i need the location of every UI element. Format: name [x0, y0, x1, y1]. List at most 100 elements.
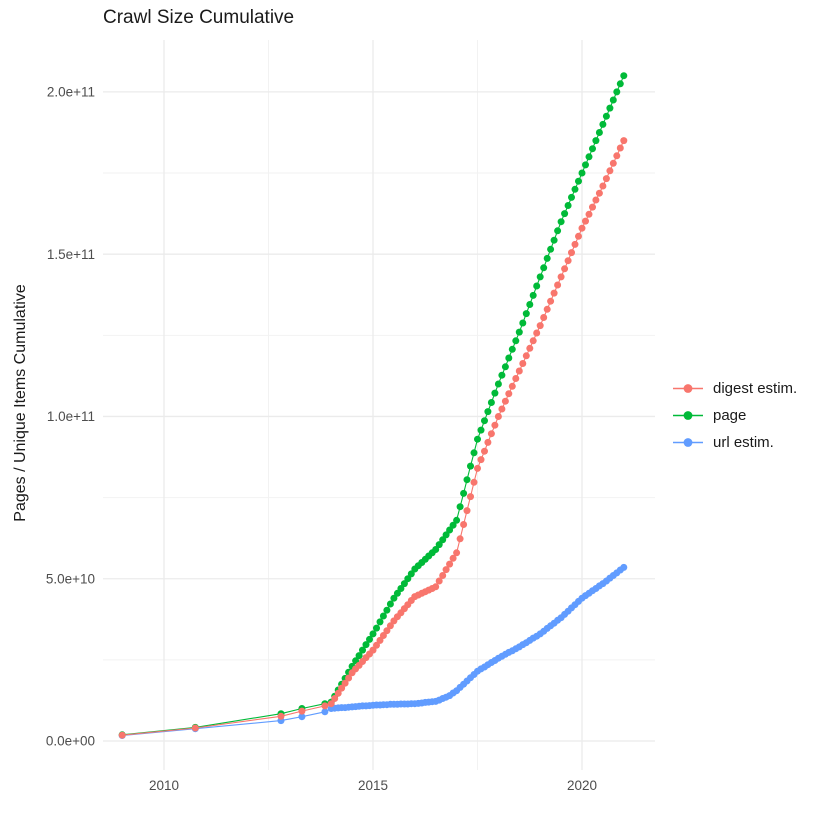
data-point-page [470, 449, 478, 457]
data-point-page [526, 301, 534, 308]
data-point-digest [453, 549, 461, 557]
data-point-page [498, 371, 506, 379]
data-point-digest [341, 679, 349, 687]
legend-key-digest-icon [673, 384, 703, 393]
data-point-digest [460, 521, 468, 528]
data-point-digest [533, 329, 541, 337]
data-point-url [298, 713, 306, 721]
data-point-digest [449, 554, 457, 562]
data-point-page [620, 72, 628, 80]
data-point-page [529, 291, 537, 299]
data-point-page [460, 489, 468, 497]
data-point-page [491, 389, 499, 397]
data-point-page [393, 589, 401, 597]
data-point-digest [526, 344, 534, 352]
data-point-page [355, 652, 363, 660]
data-point-page [595, 129, 603, 136]
data-point-digest [554, 281, 562, 289]
data-point-digest [435, 577, 443, 585]
data-point-page [543, 254, 551, 262]
data-point-page [442, 531, 450, 539]
legend-key-url-icon [673, 438, 703, 447]
data-point-digest [463, 507, 471, 515]
data-point-page [606, 104, 614, 112]
data-point-digest [118, 731, 126, 739]
data-point-digest [494, 413, 502, 420]
data-point-digest [191, 724, 199, 732]
series-points-url [118, 563, 628, 739]
data-point-digest [606, 167, 614, 175]
data-point-page [561, 210, 569, 218]
data-point-digest [609, 159, 617, 167]
data-point-page [474, 435, 481, 443]
data-point-digest [613, 152, 621, 160]
data-point-digest [505, 390, 513, 398]
data-point-digest [439, 572, 447, 579]
data-point-page [376, 618, 384, 626]
data-point-digest [477, 456, 485, 464]
data-point-page [515, 328, 523, 336]
data-point-digest [277, 712, 285, 720]
data-point-digest [589, 203, 596, 211]
data-point-page [571, 185, 579, 193]
data-point-page [435, 541, 443, 549]
data-point-page [446, 526, 454, 534]
legend-item-url: url estim. [671, 434, 797, 451]
data-point-digest [470, 478, 478, 486]
data-point-page [369, 630, 377, 638]
data-point-digest [540, 314, 548, 321]
chart-title: Crawl Size Cumulative [103, 7, 295, 28]
data-point-page [439, 536, 447, 544]
data-point-digest [379, 632, 387, 639]
y-tick-label: 2.0e+11 [47, 85, 95, 100]
data-point-digest [557, 273, 565, 281]
data-point-digest [386, 622, 394, 630]
data-point-page [383, 606, 391, 614]
legend-item-digest: digest estim. [671, 380, 797, 397]
data-point-digest [369, 646, 377, 654]
data-point-page [366, 635, 373, 643]
y-tick-label: 1.5e+11 [47, 247, 95, 262]
data-point-digest [456, 535, 464, 543]
data-point-digest [508, 382, 516, 390]
data-point-page [449, 521, 457, 529]
legend-label-digest: digest estim. [713, 380, 798, 397]
data-point-digest [522, 352, 530, 360]
data-point-digest [331, 695, 339, 702]
data-point-page [484, 408, 492, 416]
data-point-page [578, 169, 586, 177]
data-point-page [373, 624, 380, 632]
data-point-digest [550, 289, 558, 297]
data-point-page [522, 310, 530, 318]
legend-label-page: page [713, 407, 747, 424]
data-point-page [599, 120, 607, 128]
data-point-digest [512, 375, 520, 382]
data-point-page [494, 380, 502, 388]
y-tick-label: 5.0e+10 [46, 571, 95, 586]
data-point-digest [582, 217, 589, 225]
data-point-digest [616, 144, 624, 152]
data-point-digest [338, 684, 346, 692]
y-tick-label: 1.0e+11 [47, 409, 95, 424]
data-point-digest [498, 405, 506, 413]
data-point-digest [543, 305, 551, 313]
data-point-digest [467, 493, 474, 501]
data-point-page [508, 345, 516, 353]
data-point-digest [474, 464, 481, 472]
data-point-page [359, 646, 366, 654]
data-point-digest [599, 182, 607, 190]
data-point-page [592, 137, 600, 145]
data-point-digest [334, 689, 342, 697]
data-point-digest [547, 297, 555, 305]
data-point-digest [383, 627, 391, 635]
data-point-page [467, 462, 474, 470]
data-point-digest [515, 367, 523, 375]
data-point-digest [481, 447, 488, 455]
data-point-digest [327, 700, 335, 708]
data-point-digest [575, 232, 582, 240]
data-point-page [554, 227, 562, 235]
data-point-digest [561, 265, 569, 273]
data-point-digest [595, 189, 603, 197]
data-point-page [609, 96, 617, 104]
data-point-page [481, 417, 488, 425]
